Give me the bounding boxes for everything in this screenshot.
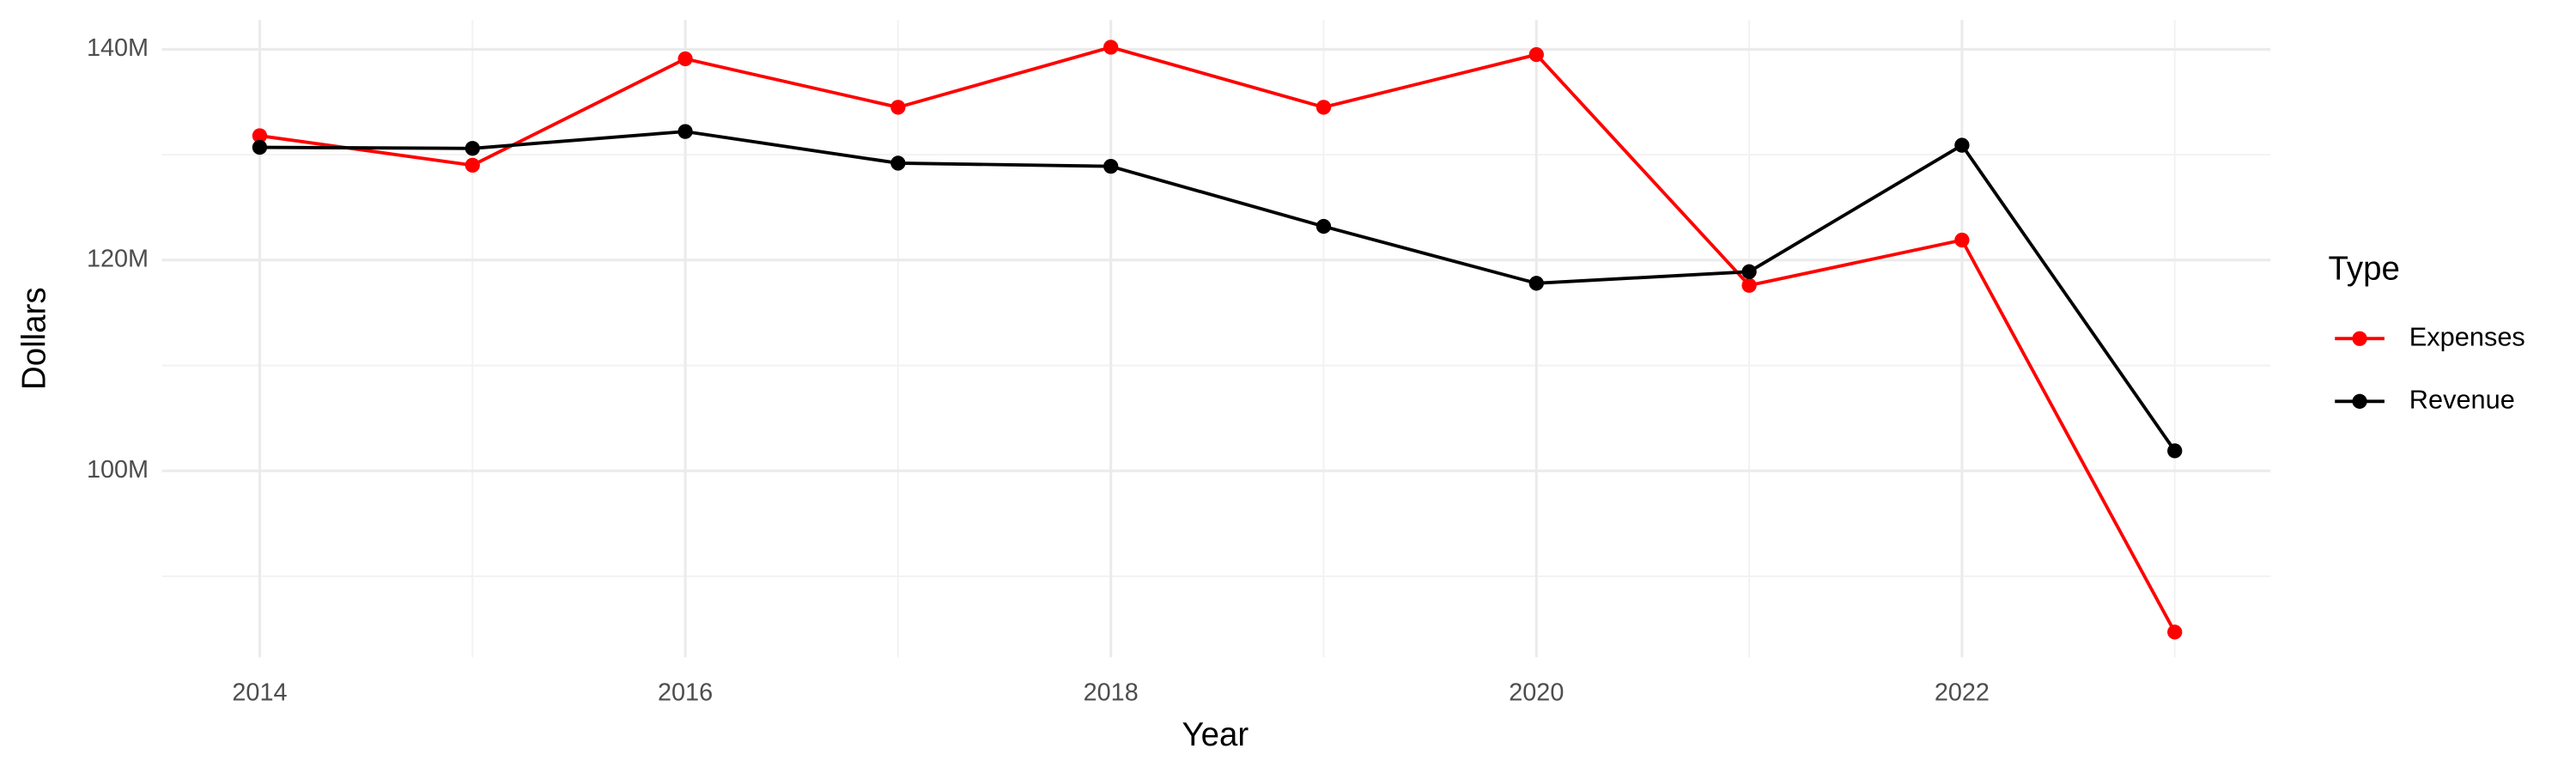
data-point: [677, 124, 693, 139]
y-tick-label: 120M: [87, 245, 149, 272]
data-point: [465, 141, 480, 156]
data-point: [677, 51, 693, 67]
x-tick-label: 2022: [1935, 679, 1990, 706]
data-point: [1315, 100, 1332, 115]
x-tick-label: 2016: [658, 679, 713, 706]
legend-label: Revenue: [2409, 384, 2515, 414]
y-axis-title: Dollars: [15, 287, 52, 390]
data-point: [1954, 137, 1970, 153]
data-point: [1103, 158, 1119, 174]
data-point: [1103, 40, 1119, 55]
data-point: [1741, 264, 1757, 279]
legend-key-point: [2352, 331, 2367, 346]
series-line: [259, 45, 2177, 633]
data-point: [465, 157, 480, 173]
x-axis-title: Year: [1182, 716, 1249, 753]
data-point: [252, 139, 268, 155]
data-point: [2167, 624, 2183, 640]
legend-key-point: [2352, 393, 2367, 409]
legend-title: Type: [2329, 251, 2400, 288]
data-point: [1528, 46, 1544, 63]
x-tick-label: 2020: [1509, 679, 1564, 706]
y-tick-label: 140M: [87, 34, 149, 62]
data-point: [252, 128, 268, 143]
data-point: [890, 155, 906, 171]
data-point: [890, 100, 906, 115]
legend-label: Expenses: [2409, 321, 2525, 351]
data-point: [1315, 218, 1332, 234]
x-tick-label: 2014: [232, 679, 287, 706]
data-point: [1528, 276, 1544, 291]
series-line: [259, 130, 2177, 453]
data-point: [1954, 232, 1970, 248]
data-point: [1741, 277, 1757, 293]
x-tick-label: 2018: [1084, 679, 1139, 706]
data-point: [2167, 443, 2183, 459]
y-tick-label: 100M: [87, 456, 149, 484]
